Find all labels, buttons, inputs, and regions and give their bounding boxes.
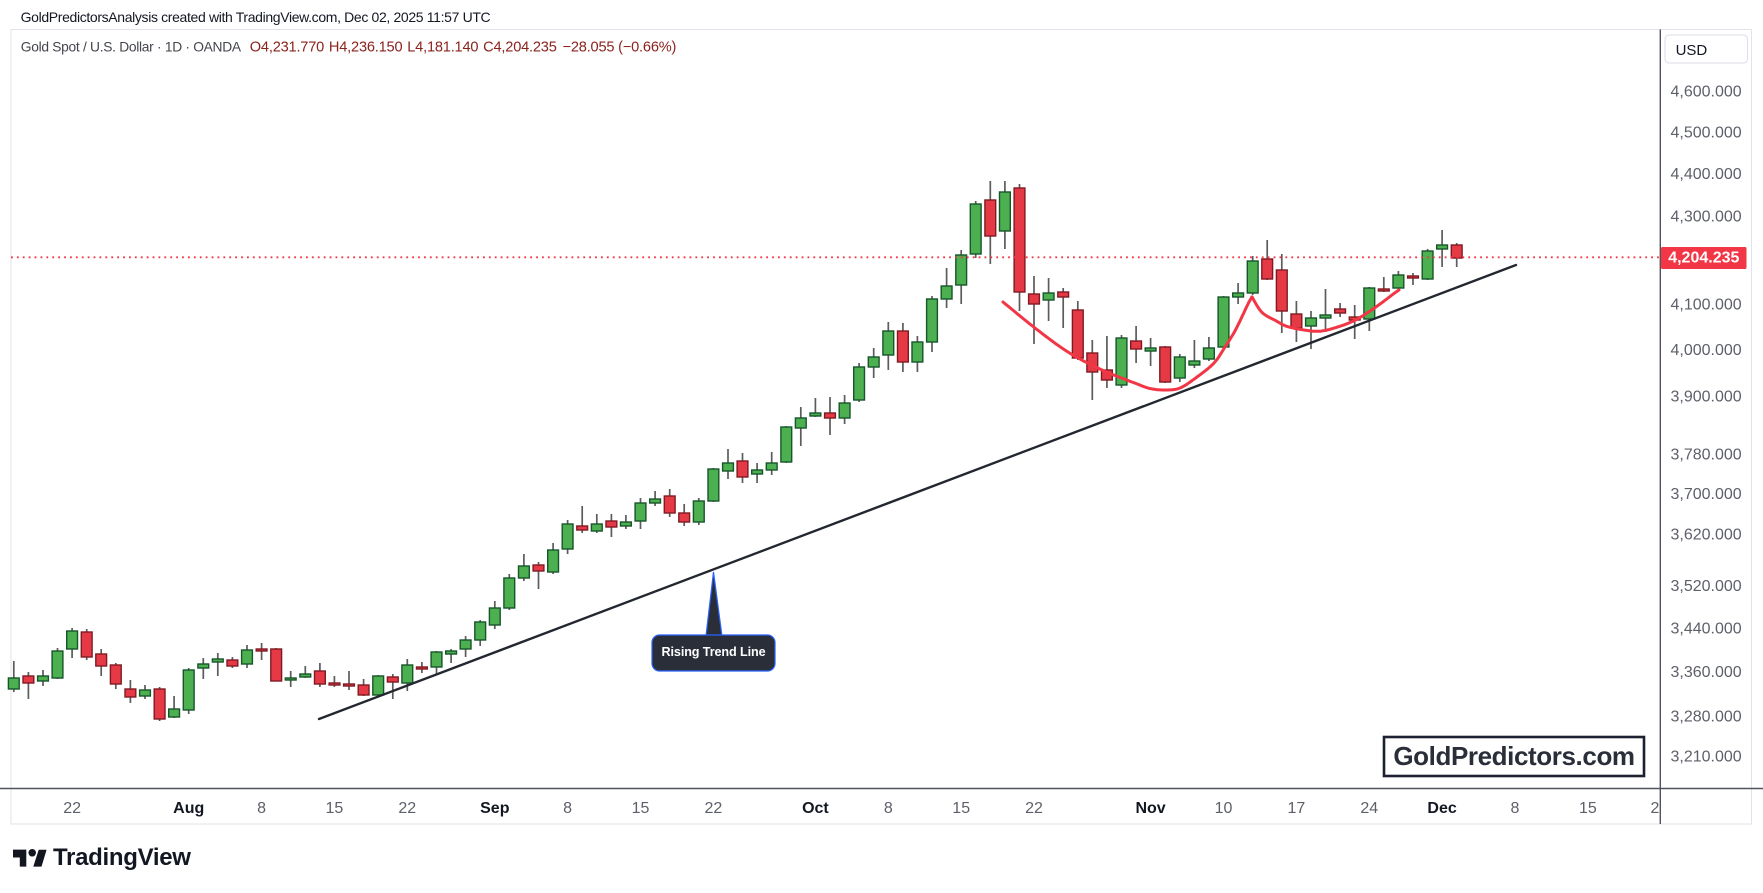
svg-text:3,360.000: 3,360.000 [1671,664,1742,681]
svg-text:17: 17 [1288,800,1306,817]
svg-text:15: 15 [1579,800,1597,817]
svg-text:3,520.000: 3,520.000 [1671,578,1742,595]
svg-text:3,210.000: 3,210.000 [1671,749,1742,766]
svg-text:Rising Trend Line: Rising Trend Line [662,645,766,659]
svg-text:Nov: Nov [1135,800,1165,817]
svg-text:Oct: Oct [802,800,829,817]
svg-text:Dec: Dec [1427,800,1456,817]
svg-text:22: 22 [63,800,81,817]
svg-text:4,600.000: 4,600.000 [1671,84,1742,101]
svg-text:GoldPredictors.com: GoldPredictors.com [1393,741,1634,771]
svg-text:24: 24 [1360,800,1378,817]
svg-text:15: 15 [326,800,344,817]
svg-text:Aug: Aug [173,800,204,817]
svg-text:USD: USD [1676,42,1708,59]
svg-text:Gold Spot / U.S. Dollar · 1D ·: Gold Spot / U.S. Dollar · 1D · OANDA O4,2… [21,39,676,55]
svg-text:3,620.000: 3,620.000 [1671,526,1742,543]
svg-text:2: 2 [1650,800,1659,817]
svg-text:22: 22 [705,800,723,817]
svg-text:8: 8 [257,800,266,817]
svg-text:4,204.235: 4,204.235 [1668,250,1739,267]
svg-text:22: 22 [1025,800,1043,817]
svg-text:3,700.000: 3,700.000 [1671,486,1742,503]
svg-text:15: 15 [632,800,650,817]
svg-text:4,500.000: 4,500.000 [1671,124,1742,141]
svg-text:GoldPredictorsAnalysis created: GoldPredictorsAnalysis created with Trad… [21,9,491,25]
svg-text:4,400.000: 4,400.000 [1671,166,1742,183]
svg-text:3,780.000: 3,780.000 [1671,447,1742,464]
svg-text:15: 15 [952,800,970,817]
svg-text:4,100.000: 4,100.000 [1671,296,1742,313]
svg-text:22: 22 [398,800,416,817]
svg-text:8: 8 [1511,800,1520,817]
svg-text:8: 8 [884,800,893,817]
svg-text:3,900.000: 3,900.000 [1671,389,1742,406]
svg-text:8: 8 [563,800,572,817]
svg-text:TradingView: TradingView [53,844,191,871]
svg-text:Sep: Sep [480,800,510,817]
svg-text:3,440.000: 3,440.000 [1671,621,1742,638]
svg-text:3,280.000: 3,280.000 [1671,709,1742,726]
svg-text:4,300.000: 4,300.000 [1671,208,1742,225]
svg-text:10: 10 [1215,800,1233,817]
svg-text:4,000.000: 4,000.000 [1671,342,1742,359]
